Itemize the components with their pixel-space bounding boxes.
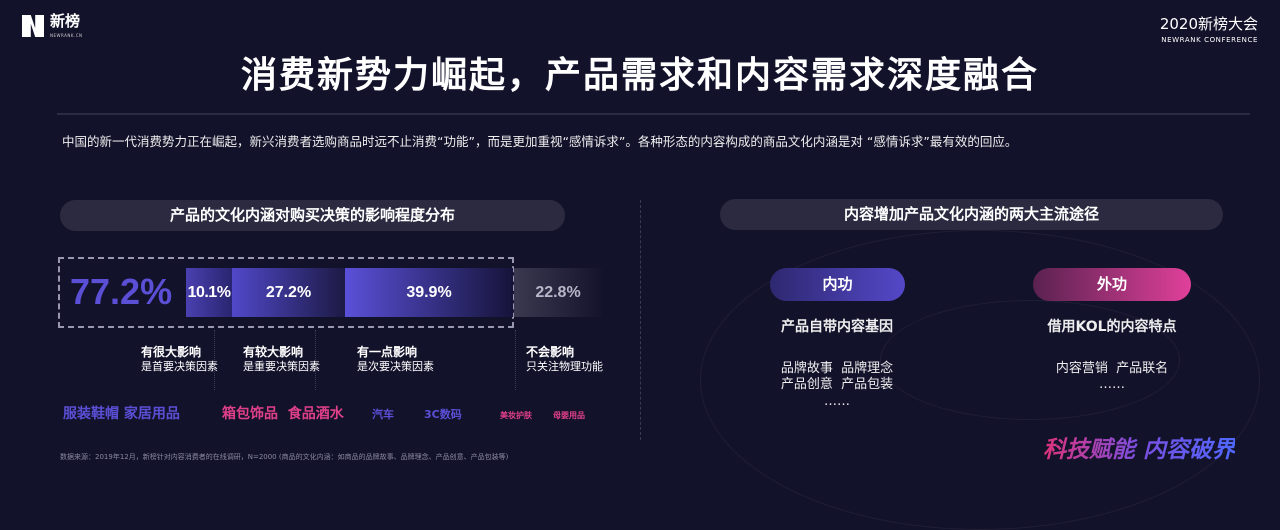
- guide-line: [214, 330, 215, 390]
- outer-line-1: 内容营销 产品联名: [1055, 361, 1169, 376]
- category-baby: 母婴用品: [553, 411, 585, 420]
- data-source: 数据来源：2019年12月，新榜针对内容消费者的在线调研，N=2000 (商品的…: [60, 453, 509, 461]
- bg-ring: [880, 300, 1180, 420]
- right-heading: 内容增加产品文化内涵的两大主流途径: [720, 199, 1223, 230]
- conference-title: 2020新榜大会: [1159, 15, 1258, 33]
- bar-none: 22.8%: [514, 268, 602, 317]
- category-beauty: 美妆护肤: [500, 411, 532, 420]
- inner-line-2: 产品创意 产品包装: [780, 377, 894, 392]
- newrank-logo-icon: [22, 15, 44, 37]
- bar-little: 39.9%: [345, 268, 513, 317]
- logo-sub: NEWRANK.CN: [50, 33, 83, 38]
- left-heading: 产品的文化内涵对购买决策的影响程度分布: [60, 200, 565, 231]
- label-desc: 是重要决策因素: [243, 360, 320, 373]
- logo-text: 新榜: [50, 12, 81, 30]
- influence-total: 77.2%: [70, 271, 173, 312]
- guide-line: [515, 330, 516, 390]
- category-car: 汽车: [372, 408, 394, 421]
- intro-text: 中国的新一代消费势力正在崛起，新兴消费者选购商品时远不止消费“功能”，而是更加重…: [62, 134, 1018, 149]
- page-title: 消费新势力崛起，产品需求和内容需求深度融合: [240, 55, 1039, 96]
- label-desc: 是次要决策因素: [357, 360, 434, 373]
- bar-very-large: 10.1%: [186, 268, 232, 317]
- label-title: 有一点影响: [357, 345, 418, 359]
- conference-sub: NEWRANK CONFERENCE: [1161, 36, 1258, 44]
- outer-more: ……: [1099, 377, 1125, 392]
- label-large: 有较大影响 是重要决策因素: [243, 345, 320, 374]
- category-3c: 3C数码: [424, 408, 462, 421]
- label-none: 不会影响 只关注物理功能: [526, 345, 603, 374]
- guide-line: [315, 330, 316, 390]
- label-title: 有很大影响: [141, 345, 202, 359]
- category-group-2: 箱包饰品 食品酒水: [222, 406, 344, 422]
- label-desc: 只关注物理功能: [526, 360, 603, 373]
- label-title: 不会影响: [526, 345, 575, 359]
- inner-more: ……: [824, 394, 850, 409]
- inner-subtitle: 产品自带内容基因: [781, 319, 893, 335]
- inner-pill: 内功: [770, 268, 905, 301]
- slogan: 科技赋能 内容破界: [1043, 437, 1236, 463]
- section-divider: [640, 200, 641, 440]
- outer-pill: 外功: [1033, 268, 1191, 301]
- category-group-1: 服装鞋帽 家居用品: [63, 406, 180, 422]
- influence-total-box: [58, 257, 514, 328]
- bar-large: 27.2%: [232, 268, 345, 317]
- label-desc: 是首要决策因素: [141, 360, 218, 373]
- outer-subtitle: 借用KOL的内容特点: [1047, 319, 1177, 335]
- label-very-large: 有很大影响 是首要决策因素: [141, 345, 218, 374]
- label-title: 有较大影响: [243, 345, 304, 359]
- divider: [57, 113, 1250, 115]
- label-little: 有一点影响 是次要决策因素: [357, 345, 434, 374]
- inner-line-1: 品牌故事 品牌理念: [780, 361, 894, 376]
